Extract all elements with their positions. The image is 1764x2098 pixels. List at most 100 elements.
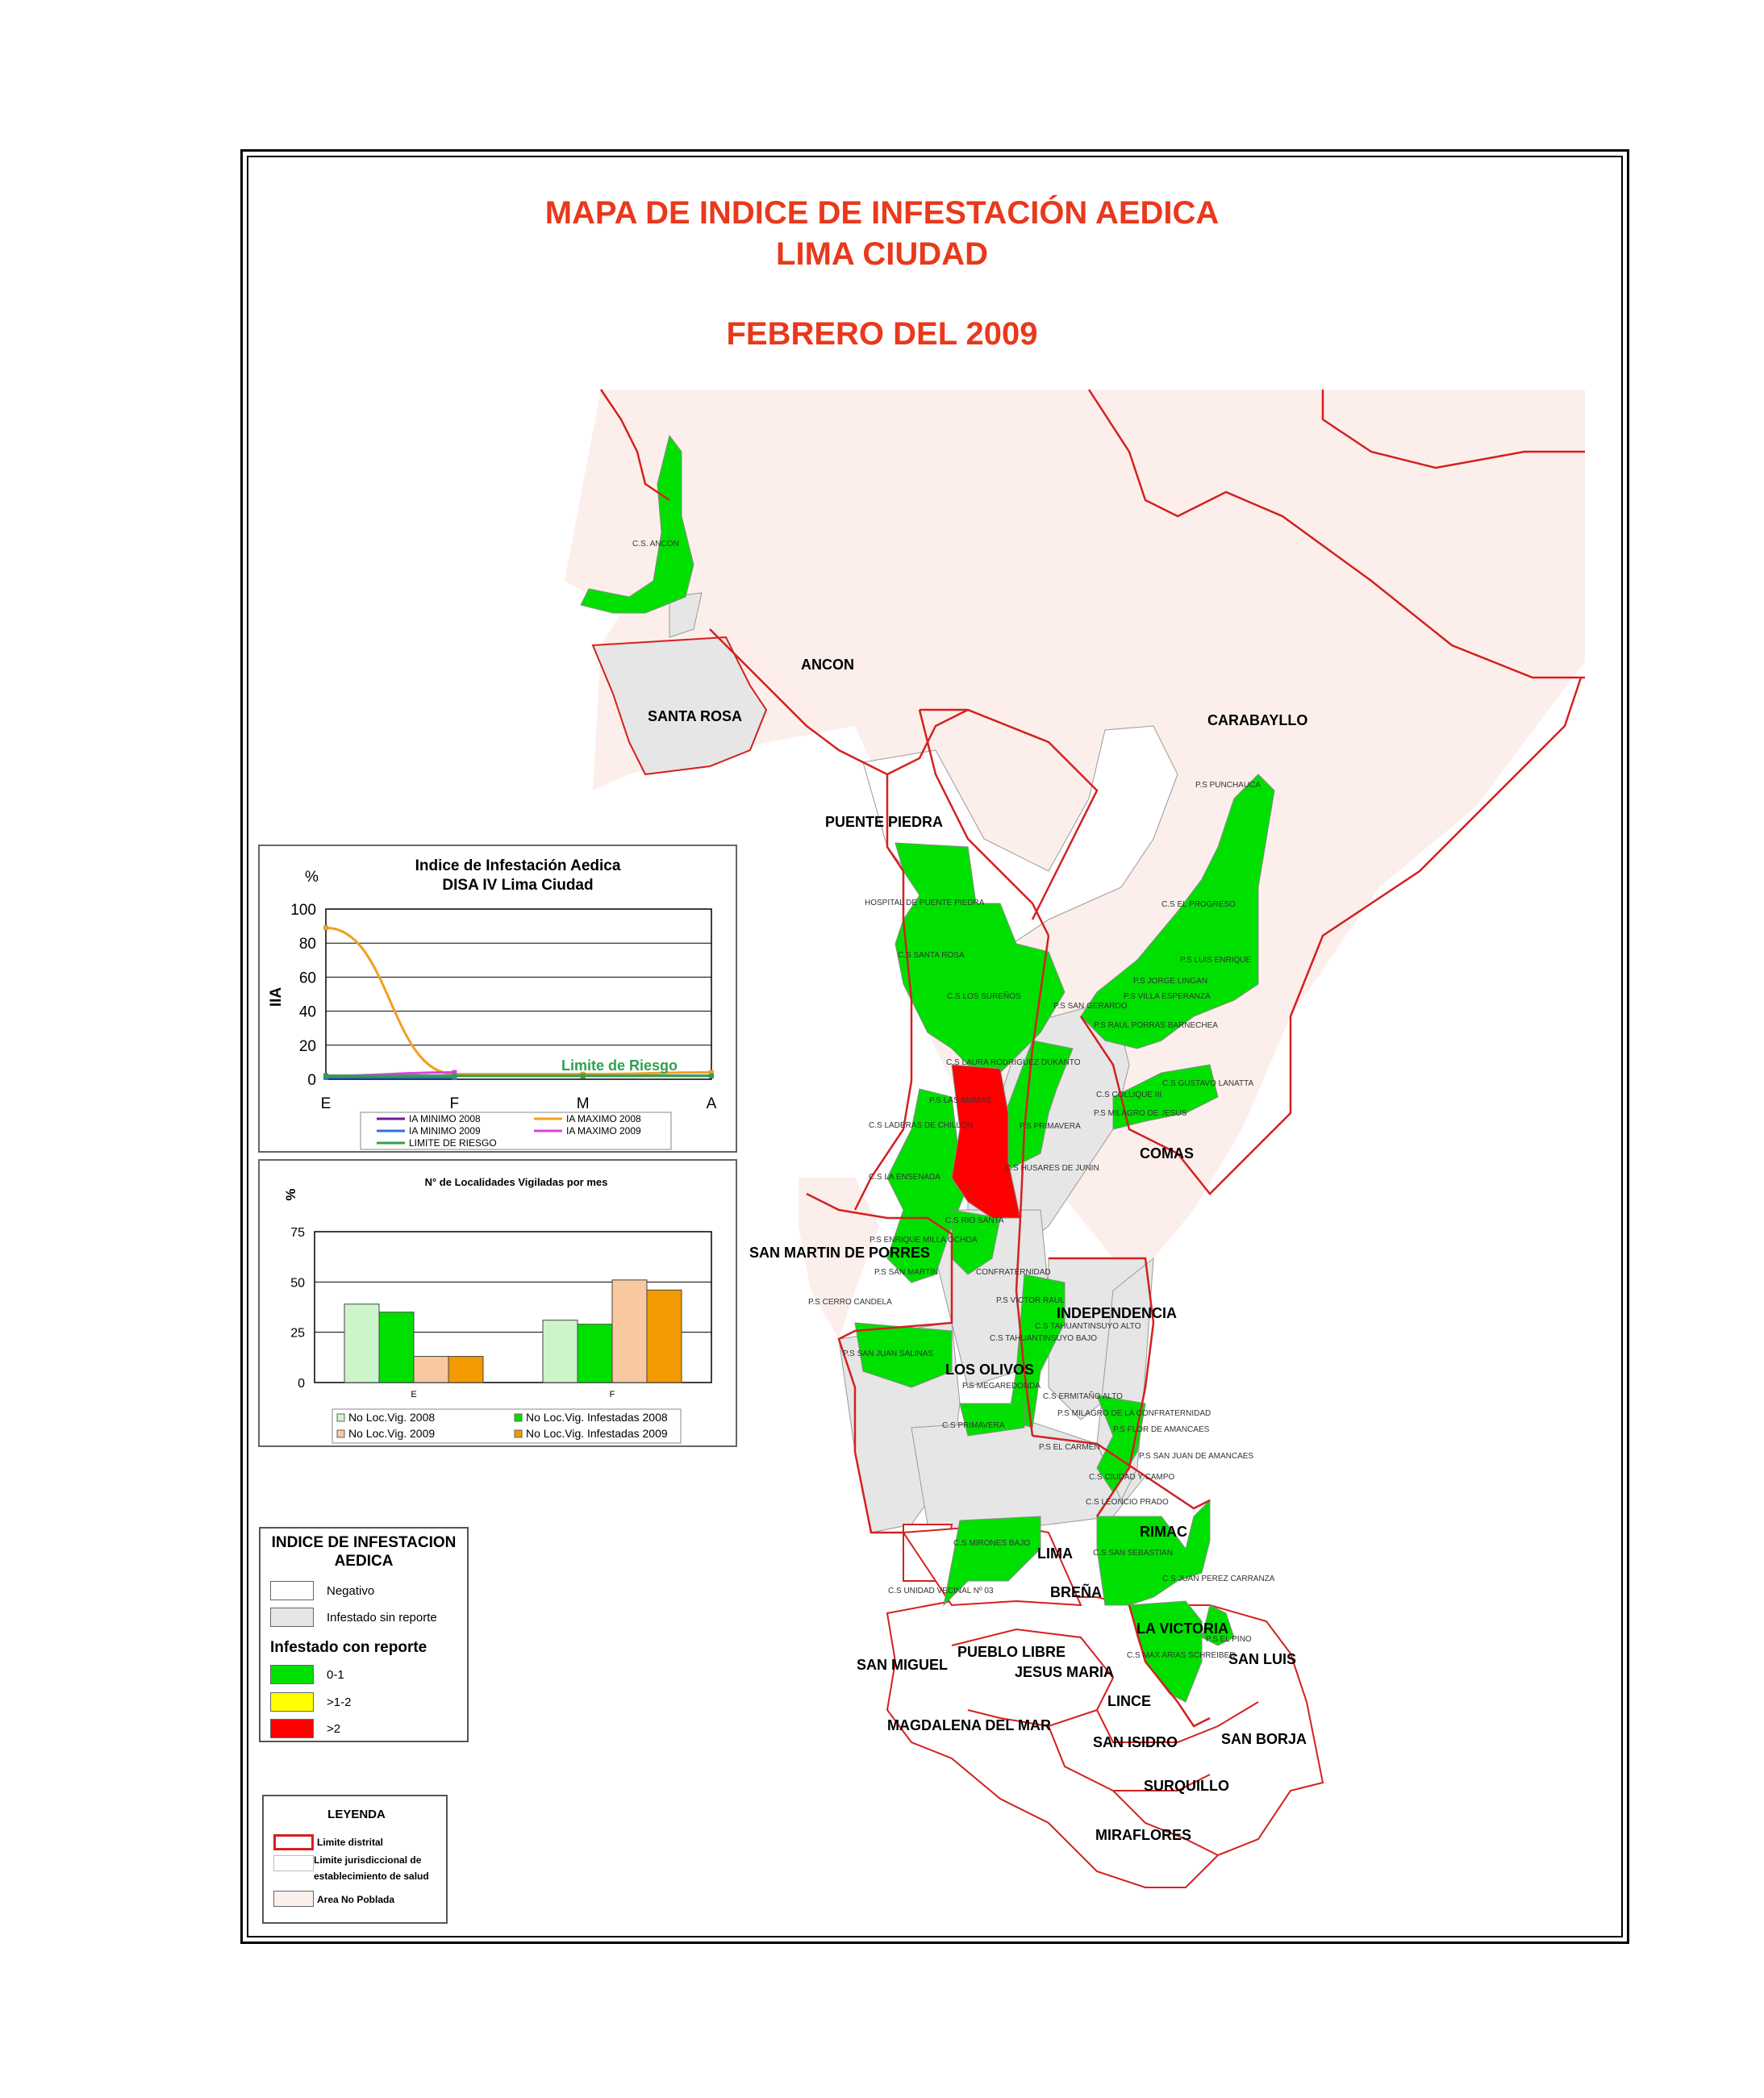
center-label: CONFRATERNIDAD	[976, 1268, 1051, 1277]
map-title: MAPA DE INDICE DE INFESTACIÓN AEDICA	[544, 195, 1220, 231]
boundary-south-internal	[951, 1628, 1259, 1856]
district-label-independencia: INDEPENDENCIA	[1057, 1305, 1177, 1321]
center-label: P.S VICTOR RAUL	[996, 1296, 1065, 1305]
legend-swatch-unreported	[270, 1608, 314, 1627]
bar	[646, 1289, 682, 1383]
line-chart-series	[323, 925, 714, 1080]
legend-label-negative: Negativo	[327, 1583, 375, 1598]
infested-low-carabayllo	[1080, 774, 1275, 1049]
x-tick-label: E	[411, 1390, 416, 1399]
legend-label-unpopulated: Area No Poblada	[317, 1894, 395, 1905]
legend-row-mid: >1-2	[270, 1691, 351, 1712]
center-label: P.S SAN JUAN DE AMANCAES	[1139, 1452, 1253, 1461]
district-label-lima: LIMA	[1037, 1545, 1073, 1562]
map-frame-inner	[247, 156, 1623, 1937]
legend-swatch-negative	[270, 1581, 314, 1600]
district-label-jesus-maria: JESUS MARIA	[1015, 1664, 1114, 1680]
legend-label-jurisdiction: Limite jurisdiccional de	[314, 1854, 422, 1866]
center-label: P.S MEGAREDONDA	[962, 1382, 1040, 1391]
infested-low-san-luis	[1201, 1604, 1235, 1646]
legend-label-high: >2	[327, 1721, 341, 1736]
center-label: C.S CIUDAD Y CAMPO	[1089, 1473, 1175, 1482]
center-label: P.S PUNCHAUCA	[1195, 781, 1261, 790]
unpopulated-area-west	[799, 1178, 879, 1339]
y-tick-label: 20	[299, 1038, 316, 1055]
legend-row-unreported: Infestado sin reporte	[270, 1607, 437, 1628]
district-label-san-luis: SAN LUIS	[1228, 1651, 1296, 1667]
center-label: P.S LUIS ENRIQUE	[1180, 956, 1252, 965]
y-tick-label: 40	[299, 1004, 316, 1021]
legend-label: No Loc.Vig. Infestadas 2008	[526, 1411, 668, 1424]
boundary-carabayllo-ridge	[1087, 389, 1585, 679]
center-label: C.S LEONCIO PRADO	[1086, 1498, 1169, 1507]
x-tick-label: A	[707, 1095, 717, 1112]
bar-chart-panel: N° de Localidades Vigiladas por mes % 75…	[258, 1159, 737, 1447]
line-chart-legend	[360, 1112, 672, 1150]
legend-swatch	[514, 1429, 523, 1438]
district-label-rimac: RIMAC	[1140, 1524, 1187, 1540]
district-label-la-victoria: LA VICTORIA	[1136, 1620, 1228, 1637]
center-label: C.S PRIMAVERA	[942, 1421, 1005, 1430]
y-tick-label: 50	[290, 1276, 305, 1290]
data-point	[580, 1073, 586, 1078]
legend-label: No Loc.Vig. 2008	[348, 1411, 435, 1424]
district-label-san-martin-de-porres: SAN MARTIN DE PORRES	[749, 1245, 930, 1261]
infested-low-lima-north	[943, 1516, 1041, 1607]
district-label-carabayllo: CARABAYLLO	[1207, 712, 1307, 728]
legend-subtitle-reported: Infestado con reporte	[270, 1639, 427, 1656]
data-point	[323, 1073, 328, 1078]
district-label-brena: BREÑA	[1050, 1583, 1102, 1600]
legend-swatch-unpopulated	[273, 1891, 314, 1907]
center-label: P.S MILAGRO DE JESUS	[1094, 1109, 1187, 1118]
district-label-ancon: ANCON	[801, 657, 854, 673]
line-chart-panel: Indice de Infestación Aedica DISA IV Lim…	[258, 845, 737, 1153]
index-legend-title: INDICE DE INFESTACION	[271, 1534, 457, 1551]
center-label: P.S EL PINO	[1206, 1635, 1252, 1644]
center-label: C.S EL PROGRESO	[1161, 900, 1236, 909]
district-label-santa-rosa: SANTA ROSA	[648, 708, 742, 724]
line-chart-y-ticks: 100 80 60 40 20 0	[290, 902, 316, 1089]
line-chart: Indice de Infestación Aedica DISA IV Lim…	[268, 857, 717, 1150]
y-tick-label: 25	[290, 1327, 305, 1341]
boundary-puente-piedra-west	[853, 774, 913, 1211]
boundary-carabayllo-south	[1289, 677, 1583, 1017]
series-line	[325, 926, 712, 1076]
center-label: P.S SAN MARTIN	[874, 1268, 938, 1277]
legend-label: No Loc.Vig. 2009	[348, 1427, 435, 1440]
risk-limit-label: Limite de Riesgo	[561, 1057, 678, 1074]
center-label: C.S HUSARES DE JUNIN	[1005, 1164, 1099, 1173]
infested-low-comas-east	[1112, 1064, 1219, 1130]
center-label: C.S LA ENSENADA	[869, 1173, 940, 1182]
data-point	[709, 1070, 714, 1075]
bar-chart-x-ticks: E F	[411, 1390, 615, 1399]
index-legend-title-2: AEDICA	[334, 1553, 394, 1570]
infested-low-rimac-east	[1096, 1499, 1211, 1606]
center-label: C.S SAN SEBASTIAN	[1093, 1549, 1173, 1558]
district-label-los-olivos: LOS OLIVOS	[945, 1362, 1034, 1378]
line-chart-title: Indice de Infestación Aedica	[415, 857, 621, 874]
bar-chart-legend	[332, 1408, 682, 1444]
legend-swatch-district-limit	[273, 1834, 314, 1850]
legend-label: LIMITE DE RIESGO	[409, 1137, 497, 1149]
center-label: C.S ERMITAÑO ALTO	[1043, 1391, 1123, 1401]
boundary-carabayllo-east	[1321, 390, 1585, 469]
legend-label: No Loc.Vig. Infestadas 2009	[526, 1427, 668, 1440]
legend-label: IA MAXIMO 2009	[566, 1125, 641, 1137]
center-label: P.S MILAGRO DE LA CONFRATERNIDAD	[1057, 1409, 1211, 1418]
line-chart-subtitle: DISA IV Lima Ciudad	[442, 877, 593, 894]
center-label: P.S LAS ANIMAS	[929, 1096, 991, 1105]
legend-swatch	[514, 1413, 523, 1422]
center-label: C.S JUAN PEREZ CARRANZA	[1162, 1575, 1275, 1583]
x-tick-label: M	[577, 1095, 590, 1112]
unreported-ancon-strip	[669, 592, 703, 638]
center-label: C.S LAURA RODRIGUEZ DUKANTO	[946, 1058, 1081, 1067]
data-point	[323, 925, 328, 931]
bar-chart: N° de Localidades Vigiladas por mes % 75…	[283, 1176, 712, 1444]
plot-area	[325, 908, 712, 1080]
center-label: C.S UNIDAD VECINAL Nº 03	[888, 1587, 994, 1595]
boundary-comas-west	[1015, 935, 1050, 1437]
legend-row-high: >2	[270, 1718, 340, 1739]
map-subtitle: LIMA CIUDAD	[776, 236, 988, 272]
line-chart-unit: %	[305, 869, 319, 886]
